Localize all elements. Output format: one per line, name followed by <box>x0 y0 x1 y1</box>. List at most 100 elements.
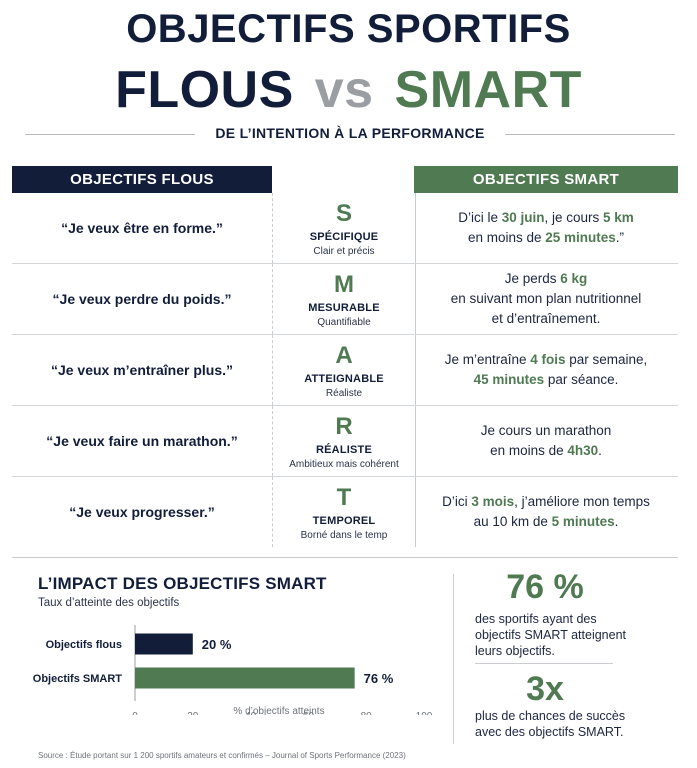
x-tick-label: 80 <box>361 711 373 715</box>
impact-title: L’IMPACT DES OBJECTIFS SMART <box>38 574 327 593</box>
bar <box>135 633 193 655</box>
smart-word: SPÉCIFIQUE <box>309 231 379 243</box>
smart-goal-text: Je perds <box>504 271 561 286</box>
stat-text-1-line: leurs objectifs. <box>475 644 555 658</box>
stat-text-1-line: objectifs SMART atteignent <box>475 628 627 642</box>
page-title-line1: OBJECTIFS SPORTIFS <box>126 7 571 51</box>
smart-goal-line: en moins de 4h30. <box>490 441 602 461</box>
vertical-separator <box>453 574 454 744</box>
smart-goal-text: D’ici le <box>458 210 502 225</box>
smart-goal-line: D’ici 3 mois, j’améliore mon temps <box>442 492 650 512</box>
smart-goal-line: et d’entraînement. <box>492 309 601 329</box>
smart-letter-cell: S SPÉCIFIQUE Clair et précis <box>272 193 416 263</box>
smart-letter-cell: A ATTEIGNABLE Réaliste <box>272 335 416 405</box>
table-row: “Je veux progresser.” T TEMPOREL Borné dans… <box>12 477 678 547</box>
smart-goal-highlight: 5 minutes <box>551 514 615 529</box>
table-row: “Je veux faire un marathon.” R RÉALISTE Amb… <box>12 406 678 477</box>
source-note: Source : Étude portant sur 1 200 sportif… <box>38 751 406 760</box>
impact-bar-chart: Objectifs flous 20 % Objectifs SMART 76 % 0 2… <box>0 615 450 715</box>
smart-goal: Je m’entraîne 4 fois par semaine, 45 minu… <box>414 335 678 405</box>
smart-goal-text: Je m’entraîne <box>444 352 531 367</box>
smart-letter: R <box>335 413 353 440</box>
x-tick-label: 20 <box>187 711 199 715</box>
x-tick-label: 100 <box>416 711 433 715</box>
smart-goal-text: . <box>614 514 619 529</box>
smart-goal-highlight: 45 minutes <box>473 372 545 387</box>
table-row: “Je veux être en forme.” S SPÉCIFIQUE Clair… <box>12 193 678 264</box>
smart-goal-text: .” <box>615 230 625 245</box>
smart-goal-highlight: 4 fois <box>530 352 566 367</box>
stat-text-2-line: avec des objectifs SMART. <box>475 725 624 739</box>
smart-letter: A <box>335 342 353 369</box>
chart-svg: Objectifs flous 20 % Objectifs SMART 76 % 0 2… <box>33 625 433 715</box>
vague-goal: “Je veux m’entraîner plus.” <box>50 362 234 378</box>
vague-goal: “Je veux faire un marathon.” <box>46 433 238 449</box>
smart-sub: Quantifiable <box>317 317 371 328</box>
title-smart: SMART <box>394 61 582 119</box>
smart-goal-text: , je cours <box>544 210 604 225</box>
smart-goal-line: 45 minutes par séance. <box>474 370 619 390</box>
smart-sub: Réaliste <box>325 388 363 399</box>
smart-goal-text: en moins de <box>467 230 546 245</box>
smart-sub: Clair et précis <box>313 246 375 257</box>
stat-text-2: plus de chances de succès avec des objec… <box>475 708 655 740</box>
smart-word: ATTEIGNABLE <box>304 373 384 385</box>
smart-sub: Borné dans le temp <box>300 530 388 541</box>
smart-goal-highlight: 6 kg <box>560 271 588 286</box>
stat-divider <box>475 663 613 664</box>
header-objectifs-flous: OBJECTIFS FLOUS <box>12 166 272 193</box>
vague-goal: “Je veux être en forme.” <box>61 220 223 236</box>
smart-goal-highlight: 30 juin <box>501 210 545 225</box>
smart-goal-text: D’ici <box>442 494 472 509</box>
smart-goal-line: Je m’entraîne 4 fois par semaine, <box>445 350 648 370</box>
smart-goal-highlight: 25 minutes <box>545 230 616 245</box>
smart-goal-highlight: 3 mois <box>471 494 515 509</box>
smart-word: RÉALISTE <box>316 444 372 456</box>
smart-letter: S <box>335 200 352 227</box>
section-divider <box>12 557 678 558</box>
smart-word: MESURABLE <box>308 302 380 314</box>
title-vs: vs <box>314 61 374 119</box>
header-objectifs-smart: OBJECTIFS SMART <box>414 166 678 193</box>
x-tick-label: 0 <box>132 711 138 715</box>
smart-letter-cell: T TEMPOREL Borné dans le temp <box>272 477 416 547</box>
smart-goal-line: au 10 km de 5 minutes. <box>474 512 619 532</box>
smart-goal-text: en moins de <box>490 443 568 458</box>
data-label: 76 % <box>364 671 394 686</box>
smart-goal-line: Je perds 6 kg <box>505 269 588 289</box>
smart-goal: Je cours un marathon en moins de 4h30. <box>414 406 678 476</box>
bar <box>135 667 355 689</box>
x-tick-label: 40 <box>245 711 257 715</box>
smart-goal-text: Je cours un marathon <box>480 423 612 438</box>
smart-goal-line: en suivant mon plan nutritionnel <box>451 289 642 309</box>
smart-letter-cell: M MESURABLE Quantifiable <box>272 264 416 334</box>
smart-goal-line: Je cours un marathon <box>481 421 612 441</box>
subtitle-row: DE L’INTENTION À LA PERFORMANCE <box>25 124 675 144</box>
stat-big-1: 76 % <box>506 568 584 606</box>
smart-goal-text: au 10 km de <box>473 514 552 529</box>
smart-goal-text: par semaine, <box>565 352 648 367</box>
subtitle-rule-left <box>25 134 195 135</box>
stat-text-2-line: plus de chances de succès <box>475 709 626 723</box>
stat-text-1: des sportifs ayant des objectifs SMART a… <box>475 611 655 659</box>
smart-goal: D’ici le 30 juin, je cours 5 km en moins … <box>414 193 678 263</box>
vague-goal: “Je veux progresser.” <box>69 504 215 520</box>
smart-goal-text: , j’améliore mon temps <box>514 494 650 509</box>
smart-goal-text: en suivant mon plan nutritionnel <box>450 291 642 306</box>
smart-goal-text: . <box>598 443 602 458</box>
stat-big-2: 3x <box>526 670 564 708</box>
smart-goal: D’ici 3 mois, j’améliore mon temps au 10 … <box>414 477 678 547</box>
vague-goal: “Je veux perdre du poids.” <box>52 291 232 307</box>
smart-goal-highlight: 4h30 <box>567 443 599 458</box>
smart-goal-line: D’ici le 30 juin, je cours 5 km <box>458 208 634 228</box>
table-row: “Je veux m’entraîner plus.” A ATTEIGNABLE R… <box>12 335 678 406</box>
smart-goal-text: par séance. <box>544 372 619 387</box>
page-title-line2: FLOUS vs SMART <box>0 60 697 120</box>
x-axis-label: % d’objectifs atteints <box>233 706 324 715</box>
stat-text-1-line: des sportifs ayant des <box>475 612 597 626</box>
smart-letter: M <box>334 271 354 298</box>
category-label: Objectifs flous <box>46 639 122 651</box>
smart-letter: T <box>336 484 352 511</box>
comparison-table: “Je veux être en forme.” S SPÉCIFIQUE Clair… <box>12 193 678 547</box>
subtitle-rule-right <box>505 134 675 135</box>
